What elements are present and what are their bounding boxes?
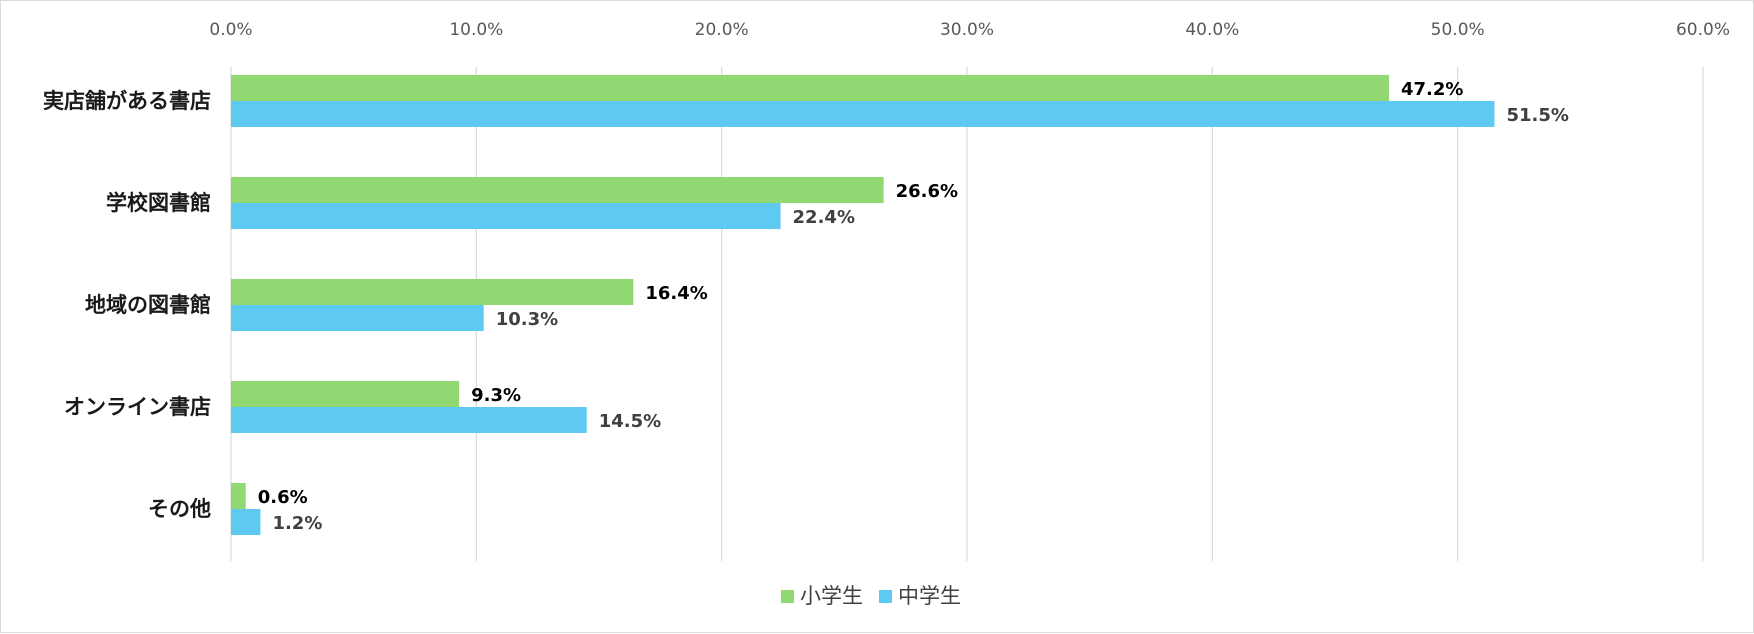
x-tick-label: 10.0% [449, 20, 503, 40]
x-tick-label: 20.0% [695, 20, 749, 40]
data-labels: 47.2% 51.5% 26.6% 22.4% 16.4% 10.3% 9.3% 14.5% 0… [258, 79, 1569, 534]
category-label: 実店舗がある書店 [43, 89, 211, 113]
bar-elementary [231, 279, 634, 305]
data-label: 1.2% [272, 513, 322, 534]
legend-swatch [781, 590, 794, 603]
category-label: 地域の図書館 [85, 293, 211, 317]
bar-elementary [231, 75, 1389, 101]
bar-junior-high [231, 305, 484, 331]
x-tick-label: 0.0% [209, 20, 252, 40]
legend-swatch [879, 590, 892, 603]
data-label: 0.6% [258, 487, 308, 508]
bars [231, 75, 1495, 535]
bar-junior-high [231, 101, 1495, 127]
gridlines [230, 67, 1704, 561]
x-tick-label: 40.0% [1185, 20, 1239, 40]
x-tick-label: 30.0% [940, 20, 994, 40]
bar-junior-high [231, 407, 587, 433]
x-tick-label: 50.0% [1431, 20, 1485, 40]
legend-label: 中学生 [898, 584, 961, 608]
data-label: 14.5% [599, 411, 661, 432]
bar-elementary [231, 177, 884, 203]
legend: 小学生 中学生 [781, 584, 961, 608]
data-label: 47.2% [1401, 79, 1463, 100]
category-label: その他 [148, 497, 211, 521]
data-label: 9.3% [471, 385, 521, 406]
x-tick-label: 60.0% [1676, 20, 1730, 40]
x-axis-ticks: 0.0% 10.0% 20.0% 30.0% 40.0% 50.0% 60.0% [209, 20, 1730, 40]
bar-junior-high [231, 509, 261, 535]
data-label: 22.4% [793, 207, 855, 228]
data-label: 16.4% [645, 283, 707, 304]
data-label: 51.5% [1506, 105, 1568, 126]
category-label: 学校図書館 [106, 191, 211, 215]
bar-elementary [231, 483, 246, 509]
bar-elementary [231, 381, 460, 407]
bar-junior-high [231, 203, 781, 229]
data-label: 26.6% [896, 181, 958, 202]
legend-label: 小学生 [800, 584, 863, 608]
data-label: 10.3% [496, 309, 558, 330]
category-label: オンライン書店 [64, 395, 211, 419]
